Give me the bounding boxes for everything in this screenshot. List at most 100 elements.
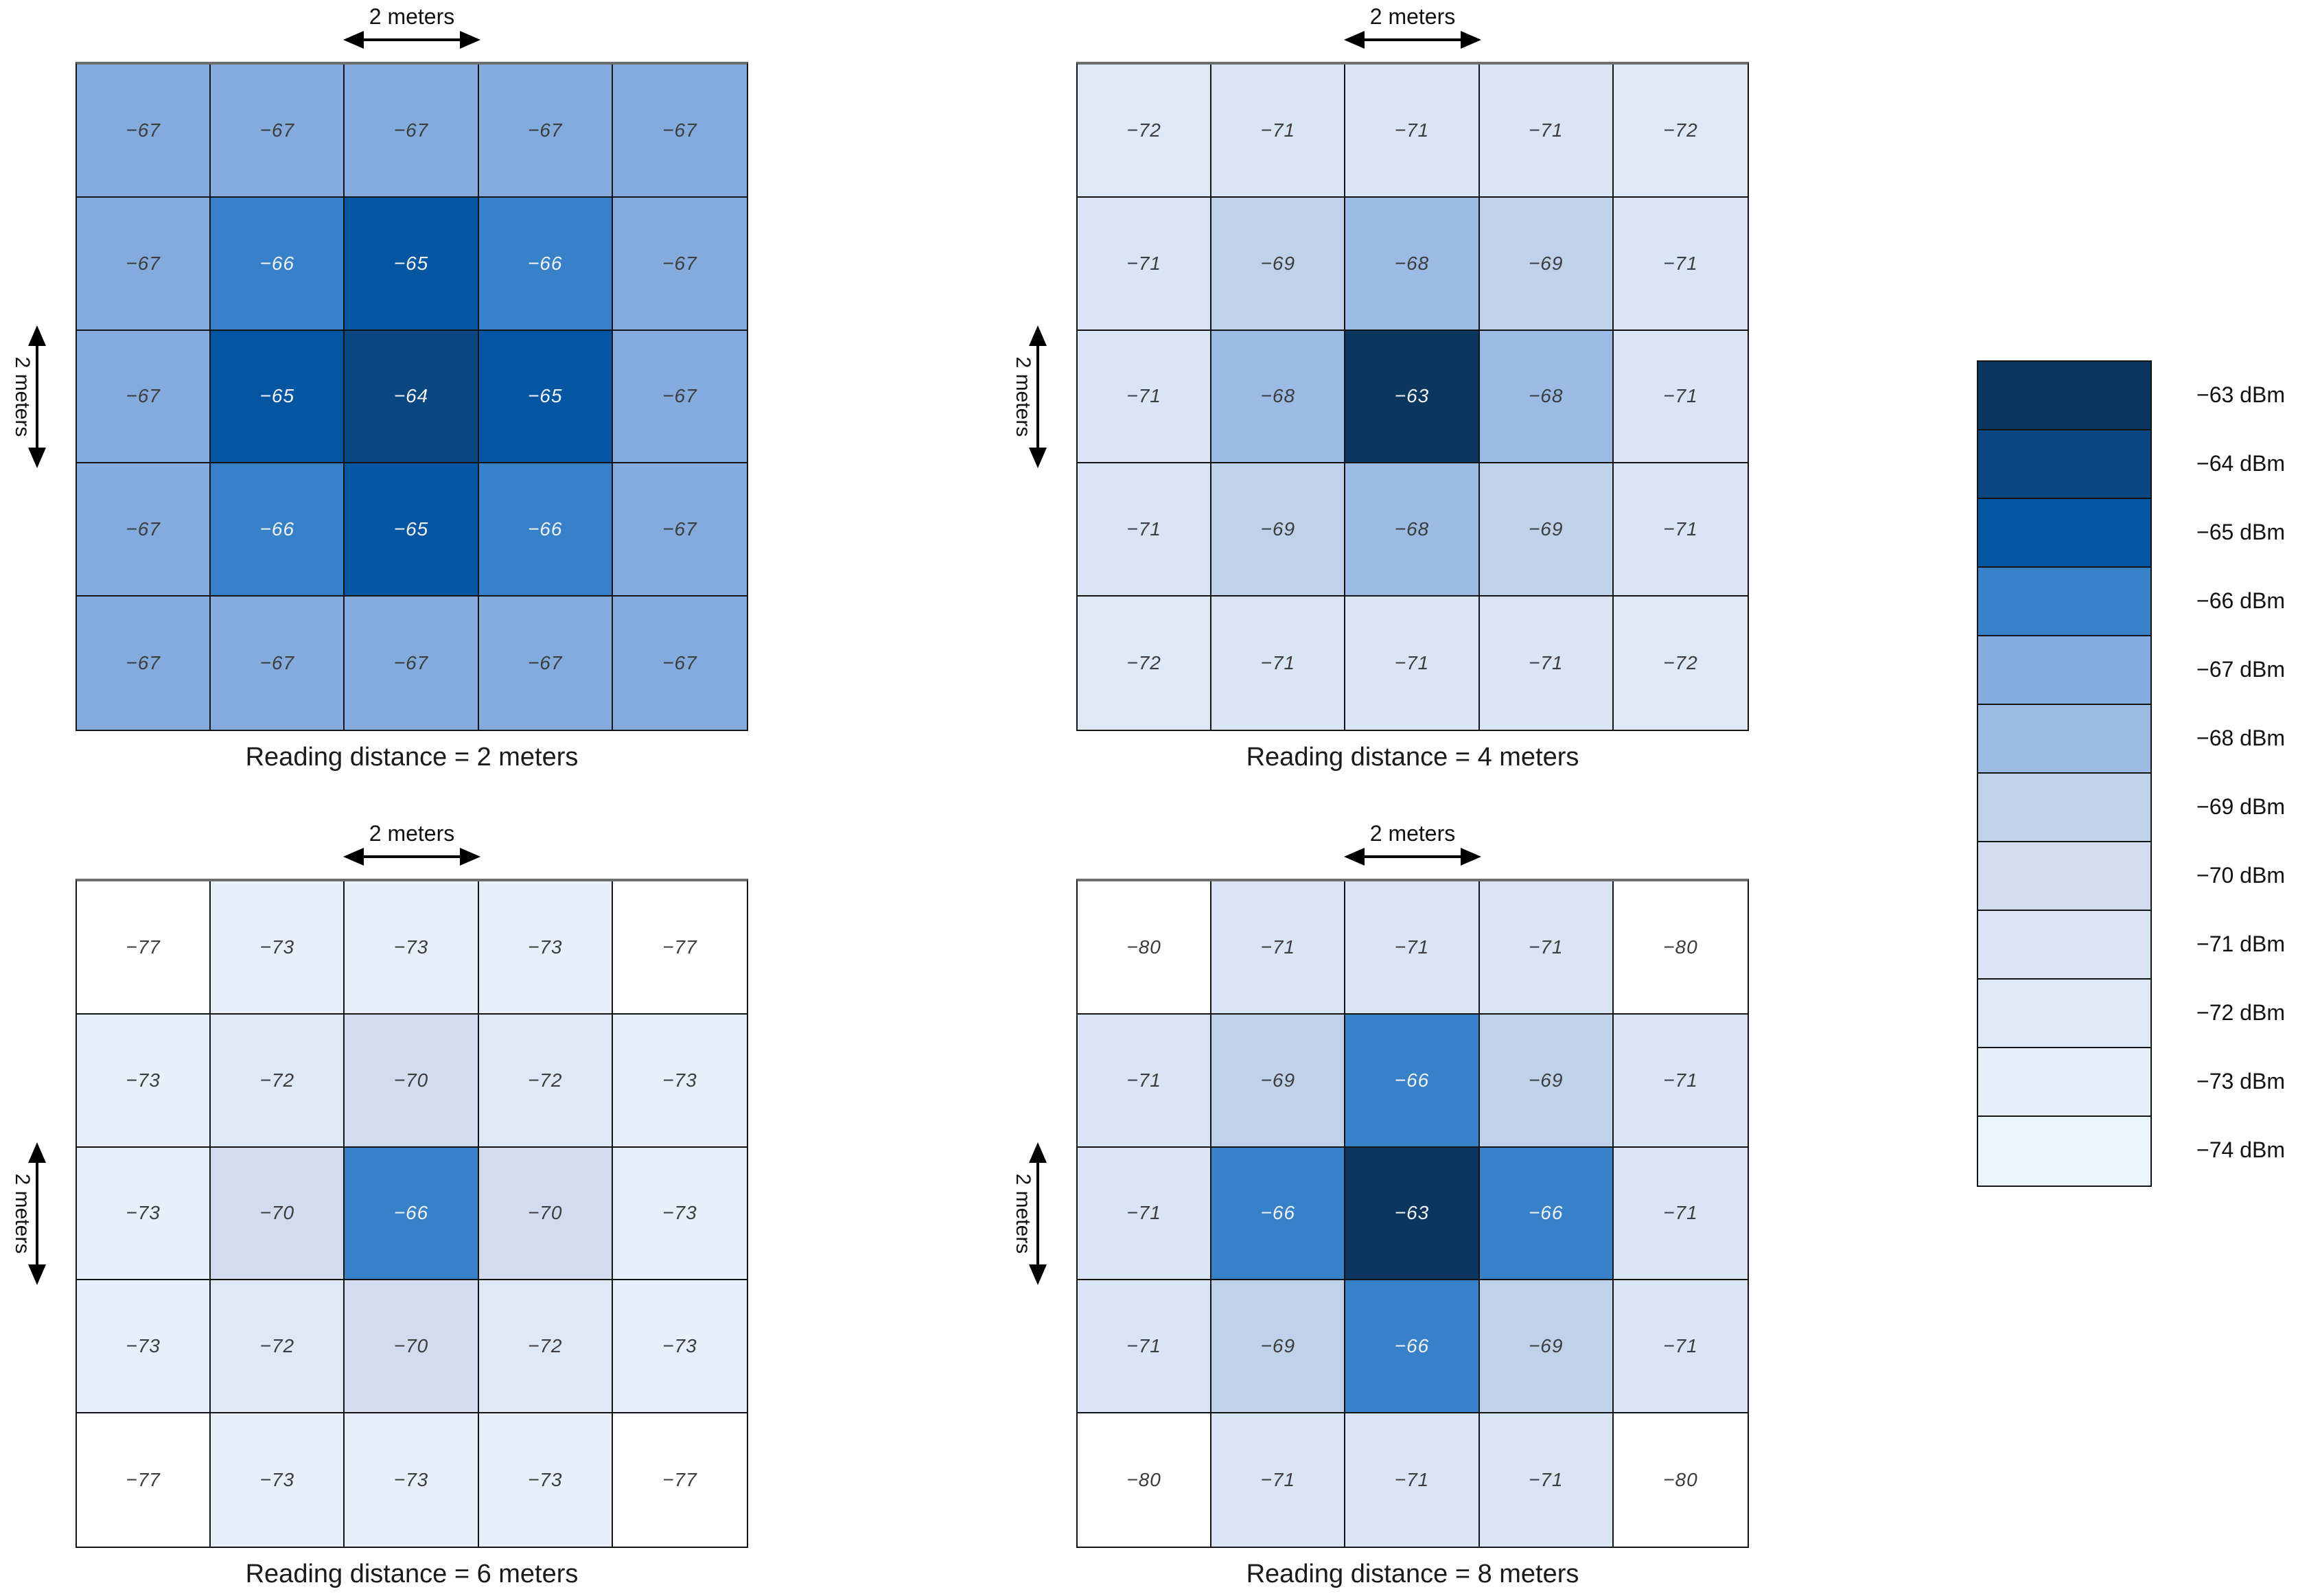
heatmap-cell: −73 <box>612 1147 747 1281</box>
horizontal-scale-arrow-icon <box>1344 31 1481 49</box>
heatmap-cell: −69 <box>1211 463 1346 597</box>
heatmap-cell: −67 <box>612 65 747 198</box>
heatmap-cell: −80 <box>1078 1413 1212 1547</box>
legend-label: −74 dBm <box>2196 1137 2285 1162</box>
horizontal-scale-arrow-icon <box>1344 848 1481 866</box>
heatmap-cell: −77 <box>612 881 747 1015</box>
horizontal-scale-arrow-icon <box>343 31 480 49</box>
legend-swatch <box>1978 636 2150 705</box>
heatmap-cell: −71 <box>1345 597 1480 730</box>
heatmap-cell: −71 <box>1211 65 1346 198</box>
vertical-scale-arrow-icon <box>1029 325 1047 468</box>
heatmap-cell: −71 <box>1345 881 1480 1015</box>
heatmap-cell: −80 <box>1613 1413 1748 1547</box>
heatmap-cell: −67 <box>478 65 613 198</box>
heatmap-cell: −70 <box>345 1014 479 1148</box>
heatmap-cell: −63 <box>1345 330 1480 464</box>
heatmap-cell: −67 <box>612 330 747 464</box>
heatmap-cell: −67 <box>77 330 211 464</box>
legend-label: −70 dBm <box>2196 862 2285 888</box>
grid-caption: Reading distance = 6 meters <box>245 1560 579 1588</box>
heatmap-cell: −71 <box>1613 1014 1748 1148</box>
heatmap-cell: −71 <box>1479 65 1614 198</box>
heatmap-cell: −73 <box>345 1413 479 1547</box>
heatmap-block-4: 2 meters 2 meters −80 −71 −71 −71 −80 −71 −69 −66… <box>1012 821 1749 1588</box>
heatmap-cell: −71 <box>1613 1147 1748 1281</box>
legend-label: −64 dBm <box>2196 450 2285 476</box>
heatmap-cell: −72 <box>478 1014 613 1148</box>
heatmap-cell: −71 <box>1078 330 1212 464</box>
heatmap-cell: −64 <box>345 330 479 464</box>
heatmap-cell: −69 <box>1211 1280 1346 1414</box>
heatmap-block-1: 2 meters 2 meters −67 −67 −67 −67 −67 −67 −66 −65… <box>11 4 748 772</box>
heatmap-cell: −66 <box>1345 1014 1480 1148</box>
heatmap-grid: −67 −67 −67 −67 −67 −67 −66 −65 −66 −67 −67 −65 −64−… <box>76 62 748 731</box>
legend-swatch <box>1978 774 2150 842</box>
horizontal-scale-label: 2 meters <box>1369 4 1456 29</box>
heatmap-cell: −71 <box>1078 1280 1212 1414</box>
color-scale-legend: −63 dBm −64 dBm −65 dBm −66 dBm −67 dBm −68 d… <box>1977 360 2285 1187</box>
heatmap-cell: −71 <box>1078 1014 1212 1148</box>
heatmap-cell: −67 <box>612 463 747 597</box>
heatmap-cell: −77 <box>612 1413 747 1547</box>
heatmap-cell: −67 <box>211 65 345 198</box>
heatmap-cell: −65 <box>478 330 613 464</box>
heatmap-cell: −73 <box>612 1280 747 1414</box>
heatmap-block-2: 2 meters 2 meters −72 −71 −71 −71 −72 −71 −69 −68… <box>1012 4 1749 772</box>
legend-label: −69 dBm <box>2196 794 2285 819</box>
grid-caption: Reading distance = 8 meters <box>1246 1560 1579 1588</box>
heatmap-cell: −71 <box>1613 1280 1748 1414</box>
legend-swatch <box>1978 499 2150 568</box>
heatmap-cell: −72 <box>211 1280 345 1414</box>
heatmap-cell: −72 <box>211 1014 345 1148</box>
heatmap-cell: −71 <box>1345 65 1480 198</box>
heatmap-cell: −65 <box>345 463 479 597</box>
heatmap-cell: −70 <box>478 1147 613 1281</box>
heatmap-cell: −67 <box>478 597 613 730</box>
vertical-scale-arrow-icon <box>28 1142 46 1285</box>
legend-swatch <box>1978 568 2150 636</box>
heatmap-grid: −72 −71 −71 −71 −72 −71 −69 −68 −69 −71 −71 −68 −63−… <box>1076 62 1749 731</box>
heatmap-cell: −71 <box>1479 881 1614 1015</box>
heatmap-cell: −67 <box>345 65 479 198</box>
legend-color-bar <box>1977 360 2152 1187</box>
legend-swatch <box>1978 430 2150 499</box>
heatmap-cell: −67 <box>77 597 211 730</box>
heatmap-cell: −71 <box>1211 881 1346 1015</box>
horizontal-scale-label: 2 meters <box>369 821 455 846</box>
legend-swatch <box>1978 911 2150 980</box>
heatmap-cell: −80 <box>1613 881 1748 1015</box>
legend-swatch <box>1978 1048 2150 1117</box>
heatmap-block-3: 2 meters 2 meters −77 −73 −73 −73 −77 −73 −72 −70… <box>11 821 748 1588</box>
heatmap-cell: −66 <box>1345 1280 1480 1414</box>
heatmap-cell: −69 <box>1479 197 1614 331</box>
heatmap-cell: −68 <box>1211 330 1346 464</box>
heatmap-cell: −66 <box>1211 1147 1346 1281</box>
heatmap-cell: −71 <box>1078 197 1212 331</box>
horizontal-scale-arrow-icon <box>343 848 480 866</box>
heatmap-cell: −77 <box>77 881 211 1015</box>
legend-label: −72 dBm <box>2196 999 2285 1025</box>
legend-label: −63 dBm <box>2196 382 2285 407</box>
heatmap-cell: −71 <box>1211 1413 1346 1547</box>
heatmap-cell: −71 <box>1613 463 1748 597</box>
heatmap-cell: −69 <box>1211 197 1346 331</box>
heatmap-cell: −73 <box>478 881 613 1015</box>
legend-swatch <box>1978 705 2150 774</box>
heatmap-cell: −67 <box>77 197 211 331</box>
heatmap-cell: −71 <box>1613 330 1748 464</box>
heatmap-cell: −73 <box>211 1413 345 1547</box>
legend-label: −67 dBm <box>2196 656 2285 682</box>
heatmap-grid: −77 −73 −73 −73 −77 −73 −72 −70 −72 −73 −73 −70 −66−… <box>76 879 748 1548</box>
heatmap-cell: −69 <box>1211 1014 1346 1148</box>
heatmap-cell: −71 <box>1078 1147 1212 1281</box>
heatmap-cell: −72 <box>1613 65 1748 198</box>
heatmap-cell: −63 <box>1345 1147 1480 1281</box>
heatmap-cell: −71 <box>1078 463 1212 597</box>
heatmap-cell: −66 <box>211 197 345 331</box>
heatmap-cell: −66 <box>478 463 613 597</box>
legend-label: −71 dBm <box>2196 931 2285 956</box>
heatmap-cell: −71 <box>1211 597 1346 730</box>
heatmap-cell: −73 <box>478 1413 613 1547</box>
heatmap-cell: −73 <box>77 1280 211 1414</box>
